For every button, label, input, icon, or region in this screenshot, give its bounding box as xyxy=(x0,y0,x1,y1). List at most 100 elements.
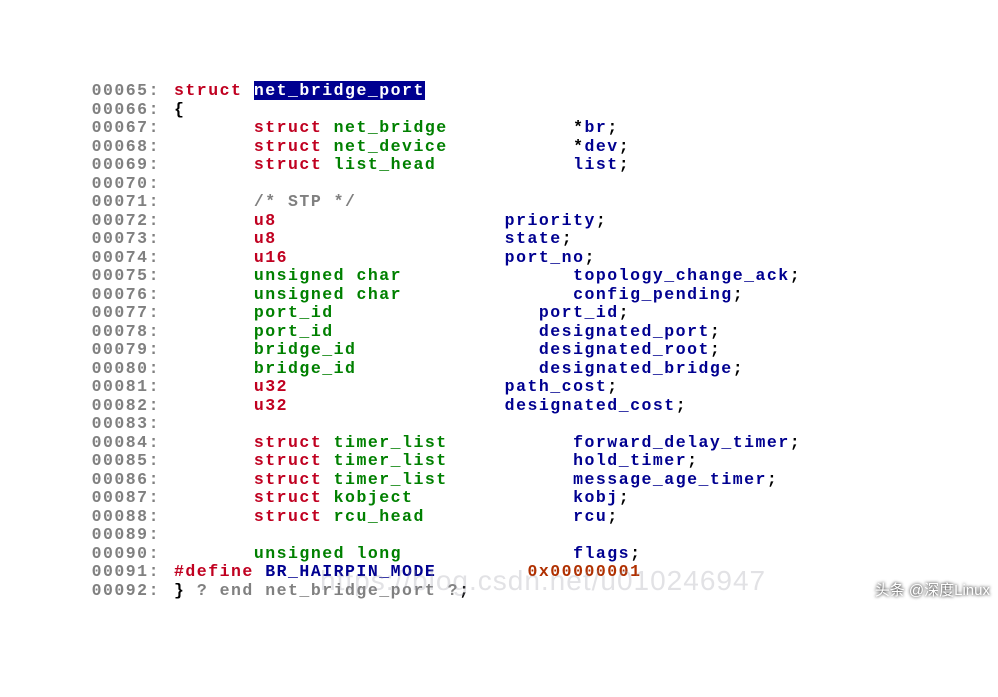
code-content: struct net_bridge *br; xyxy=(174,119,998,138)
token: { xyxy=(174,100,185,119)
line-number: 00088: xyxy=(0,508,174,527)
code-line: 00083: xyxy=(0,415,998,434)
token xyxy=(322,137,333,156)
token xyxy=(322,507,333,526)
line-number: 00080: xyxy=(0,360,174,379)
token xyxy=(334,322,539,341)
token-ty: unsigned xyxy=(254,544,345,563)
token-lit: 0x00000001 xyxy=(527,562,641,581)
code-content: struct timer_list hold_timer; xyxy=(174,452,998,471)
token xyxy=(174,359,254,378)
token xyxy=(174,266,254,285)
token-ty: bridge_id xyxy=(254,340,357,359)
token-nm: state xyxy=(505,229,562,248)
line-number: 00084: xyxy=(0,434,174,453)
code-content: u8 state; xyxy=(174,230,998,249)
token-kw: u8 xyxy=(254,211,277,230)
token-nm: config_pending xyxy=(573,285,733,304)
code-content: struct timer_list message_age_timer; xyxy=(174,471,998,490)
token-nm: forward_delay_timer xyxy=(573,433,790,452)
code-content: { xyxy=(174,101,998,120)
token-nm: dev xyxy=(585,137,619,156)
token: ; xyxy=(676,396,687,415)
token xyxy=(277,229,505,248)
token xyxy=(174,285,254,304)
token-nm: designated_root xyxy=(539,340,710,359)
token xyxy=(413,488,573,507)
token xyxy=(345,544,356,563)
token xyxy=(174,192,254,211)
token-nm: flags xyxy=(573,544,630,563)
token xyxy=(288,248,505,267)
token-kw: u16 xyxy=(254,248,288,267)
token xyxy=(402,544,573,563)
code-content: struct net_bridge_port xyxy=(174,82,998,101)
token: ; xyxy=(596,211,607,230)
line-number: 00081: xyxy=(0,378,174,397)
token-kw: struct xyxy=(254,470,322,489)
token-ty: rcu_head xyxy=(334,507,425,526)
line-number: 00077: xyxy=(0,304,174,323)
code-content: u16 port_no; xyxy=(174,249,998,268)
code-line: 00084: struct timer_list forward_delay_t… xyxy=(0,434,998,453)
token xyxy=(436,562,527,581)
token xyxy=(174,303,254,322)
token xyxy=(322,488,333,507)
token-ty: timer_list xyxy=(334,433,448,452)
code-line: 00088: struct rcu_head rcu; xyxy=(0,508,998,527)
code-content: port_id port_id; xyxy=(174,304,998,323)
code-content: u8 priority; xyxy=(174,212,998,231)
code-content: #define BR_HAIRPIN_MODE 0x00000001 xyxy=(174,563,998,582)
token-nm: kobj xyxy=(573,488,619,507)
line-number: 00071: xyxy=(0,193,174,212)
token-kw: struct xyxy=(254,507,322,526)
token xyxy=(402,285,573,304)
token-kw: struct xyxy=(254,118,322,137)
token-ty: timer_list xyxy=(334,470,448,489)
token xyxy=(174,507,254,526)
code-line: 00085: struct timer_list hold_timer; xyxy=(0,452,998,471)
line-number: 00089: xyxy=(0,526,174,545)
code-line: 00091:#define BR_HAIRPIN_MODE 0x00000001 xyxy=(0,563,998,582)
token: * xyxy=(448,137,585,156)
token-ty: net_bridge xyxy=(334,118,448,137)
token xyxy=(345,285,356,304)
token-nm: BR_HAIRPIN_MODE xyxy=(265,562,436,581)
token xyxy=(288,396,505,415)
token-ty: bridge_id xyxy=(254,359,357,378)
token xyxy=(356,359,538,378)
token: ; xyxy=(733,285,744,304)
token: ; xyxy=(710,340,721,359)
line-number: 00068: xyxy=(0,138,174,157)
token-kw: struct xyxy=(174,81,242,100)
line-number: 00092: xyxy=(0,582,174,601)
token-hl: net_bridge_port xyxy=(254,81,425,100)
code-content: unsigned char topology_change_ack; xyxy=(174,267,998,286)
code-content: struct net_device *dev; xyxy=(174,138,998,157)
token-nm: hold_timer xyxy=(573,451,687,470)
line-number: 00087: xyxy=(0,489,174,508)
code-line: 00080: bridge_id designated_bridge; xyxy=(0,360,998,379)
code-line: 00070: xyxy=(0,175,998,194)
line-number: 00065: xyxy=(0,82,174,101)
token xyxy=(174,544,254,563)
line-number: 00085: xyxy=(0,452,174,471)
token: ; xyxy=(790,433,801,452)
code-line: 00071: /* STP */ xyxy=(0,193,998,212)
token xyxy=(174,137,254,156)
code-line: 00090: unsigned long flags; xyxy=(0,545,998,564)
code-content: } ? end net_bridge_port ?; xyxy=(174,582,998,601)
code-line: 00087: struct kobject kobj; xyxy=(0,489,998,508)
code-line: 00081: u32 path_cost; xyxy=(0,378,998,397)
token xyxy=(448,433,573,452)
token xyxy=(174,248,254,267)
token-nm: topology_change_ack xyxy=(573,266,790,285)
token-kw: struct xyxy=(254,137,322,156)
token xyxy=(174,118,254,137)
line-number: 00079: xyxy=(0,341,174,360)
code-content: u32 designated_cost; xyxy=(174,397,998,416)
token-nm: port_no xyxy=(505,248,585,267)
code-line: 00089: xyxy=(0,526,998,545)
code-line: 00072: u8 priority; xyxy=(0,212,998,231)
token xyxy=(242,81,253,100)
